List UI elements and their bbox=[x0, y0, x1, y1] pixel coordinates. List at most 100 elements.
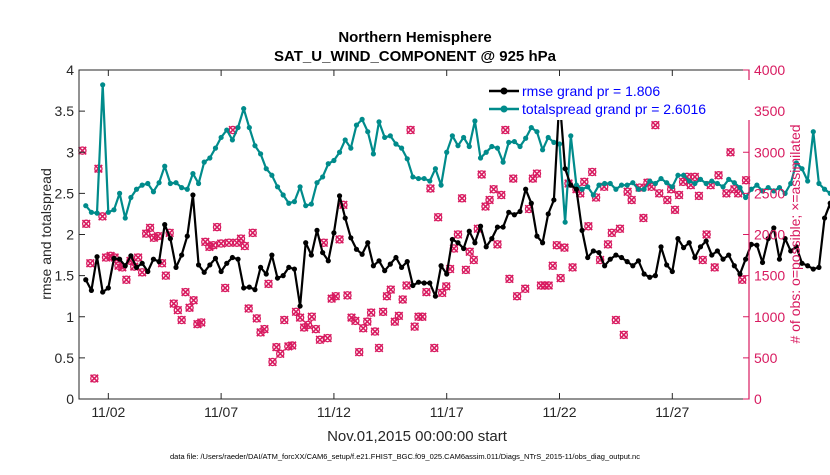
totalspread-point bbox=[303, 203, 309, 209]
rmse-point bbox=[241, 285, 247, 291]
totalspread-point bbox=[821, 186, 828, 192]
rmse-point bbox=[759, 259, 766, 266]
totalspread-point bbox=[551, 139, 557, 145]
obs-assimilated-marker bbox=[343, 290, 352, 300]
rmse-point bbox=[94, 254, 100, 260]
obs-assimilated-marker bbox=[552, 240, 562, 250]
obs-possible-marker bbox=[161, 271, 171, 280]
obs-possible-marker bbox=[295, 313, 305, 322]
rmse-point bbox=[816, 264, 822, 270]
rmse-point bbox=[432, 293, 439, 299]
obs-possible-marker bbox=[260, 324, 269, 334]
obs-possible-marker bbox=[702, 230, 711, 239]
obs-assimilated-marker bbox=[275, 349, 285, 359]
y-axis-left-label: rmse and totalspread bbox=[38, 168, 54, 300]
rmse-point bbox=[596, 249, 602, 256]
totalspread-point bbox=[286, 200, 292, 206]
obs-assimilated-marker bbox=[584, 221, 593, 231]
obs-assimilated-marker bbox=[291, 307, 301, 317]
totalspread-point bbox=[455, 143, 461, 149]
obs-assimilated-marker bbox=[224, 238, 234, 248]
rmse-point bbox=[709, 252, 715, 258]
obs-possible-marker bbox=[611, 315, 621, 325]
obs-assimilated-marker bbox=[378, 307, 388, 317]
obs-possible-marker bbox=[323, 333, 332, 343]
obs-assimilated-marker bbox=[714, 170, 723, 180]
obs-assimilated-marker bbox=[603, 240, 613, 249]
obs-possible-marker bbox=[331, 291, 340, 301]
x-tick-label: 11/17 bbox=[430, 404, 464, 420]
rmse-point bbox=[466, 228, 472, 234]
totalspread-point bbox=[207, 155, 213, 161]
totalspread-point bbox=[506, 139, 512, 145]
obs-possible-marker bbox=[86, 259, 95, 268]
rmse-point bbox=[573, 186, 580, 192]
totalspread-point bbox=[184, 186, 190, 192]
rmse-point bbox=[754, 242, 760, 248]
obs-possible-marker bbox=[212, 222, 222, 232]
obs-assimilated-marker bbox=[627, 195, 637, 205]
rmse-point bbox=[528, 200, 534, 206]
obs-assimilated-marker bbox=[248, 228, 258, 238]
totalspread-point bbox=[743, 194, 749, 201]
legend-rmse-marker bbox=[500, 87, 508, 95]
rmse-point bbox=[675, 236, 681, 242]
obs-possible-marker bbox=[280, 315, 289, 325]
totalspread-point bbox=[675, 172, 681, 178]
rmse-point bbox=[83, 277, 89, 283]
obs-assimilated-marker bbox=[662, 195, 672, 205]
obs-possible-marker bbox=[528, 174, 538, 183]
y-right-tick-label: 3500 bbox=[754, 103, 785, 119]
totalspread-point bbox=[771, 188, 777, 194]
obs-assimilated-marker bbox=[568, 263, 577, 272]
totalspread-point bbox=[782, 190, 788, 196]
totalspread-point bbox=[562, 219, 568, 225]
totalspread-point bbox=[658, 175, 664, 182]
legend: rmse grand pr = 1.806 totalspread grand … bbox=[482, 80, 750, 120]
totalspread-point bbox=[494, 145, 501, 151]
rmse-point bbox=[511, 212, 517, 218]
obs-assimilated-marker bbox=[268, 357, 277, 367]
obs-assimilated-marker bbox=[607, 228, 617, 238]
rmse-point bbox=[207, 262, 213, 268]
obs-possible-marker bbox=[663, 195, 672, 205]
obs-assimilated-marker bbox=[307, 312, 317, 322]
rmse-point bbox=[590, 248, 596, 254]
rmse-point bbox=[105, 285, 111, 291]
obs-assimilated-marker bbox=[587, 167, 597, 177]
rmse-point bbox=[212, 255, 219, 261]
totalspread-point bbox=[263, 166, 269, 172]
obs-possible-marker bbox=[710, 263, 719, 272]
rmse-point bbox=[483, 244, 489, 250]
totalspread-point bbox=[545, 134, 551, 141]
rmse-point bbox=[331, 230, 337, 236]
rmse-point bbox=[370, 263, 376, 269]
rmse-point bbox=[788, 248, 794, 254]
rmse-point bbox=[607, 256, 613, 262]
obs-assimilated-marker bbox=[453, 230, 463, 239]
obs-assimilated-marker bbox=[350, 316, 360, 326]
obs-possible-marker bbox=[216, 239, 226, 248]
obs-possible-marker bbox=[505, 274, 514, 284]
totalspread-point bbox=[370, 151, 376, 157]
obs-assimilated-marker bbox=[252, 314, 262, 323]
obs-possible-marker bbox=[461, 265, 471, 275]
obs-possible-marker bbox=[552, 240, 562, 250]
obs-possible-marker bbox=[197, 318, 206, 327]
rmse-point bbox=[579, 227, 585, 233]
obs-possible-marker bbox=[548, 261, 557, 271]
totalspread-point bbox=[810, 129, 816, 135]
rmse-point bbox=[799, 260, 805, 266]
obs-possible-marker bbox=[370, 327, 380, 336]
totalspread-point bbox=[404, 156, 410, 162]
totalspread-point bbox=[387, 133, 393, 139]
rmse-point bbox=[100, 289, 106, 295]
rmse-point bbox=[342, 215, 348, 221]
obs-assimilated-marker bbox=[394, 311, 404, 321]
rmse-point bbox=[652, 273, 658, 279]
rmse-point bbox=[449, 236, 455, 243]
obs-possible-marker bbox=[670, 205, 680, 215]
totalspread-point bbox=[190, 171, 196, 177]
obs-assimilated-marker bbox=[402, 281, 411, 290]
obs-assimilated-marker bbox=[362, 317, 372, 327]
